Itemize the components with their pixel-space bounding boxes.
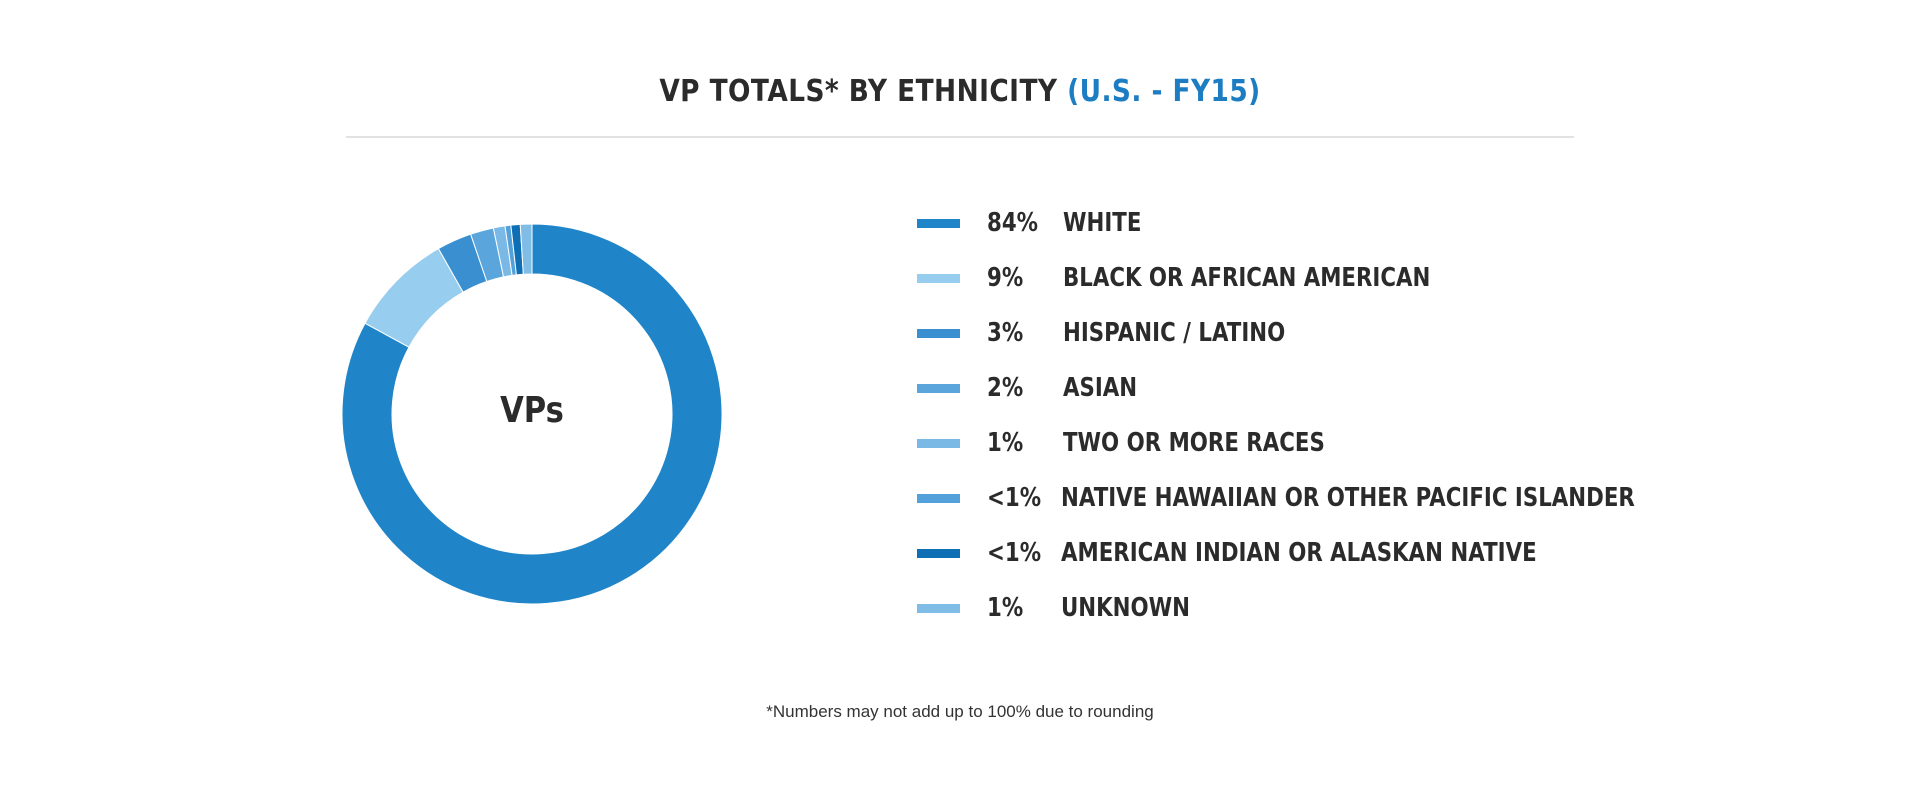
legend-item-hispanic-latino: 3% HISPANIC / LATINO: [917, 318, 1617, 348]
chart-title-accent: (U.S. - FY15): [1067, 74, 1261, 109]
chart-title: VP TOTALS* BY ETHNICITY (U.S. - FY15): [115, 74, 1805, 109]
donut-chart: [341, 223, 723, 605]
legend-item-native-hawaiian-or-other-pacific-islander: <1% NATIVE HAWAIIAN OR OTHER PACIFIC ISLA…: [917, 483, 1635, 513]
legend-label: TWO OR MORE RACES: [1063, 428, 1325, 458]
legend-swatch: [917, 604, 960, 613]
legend-percent: 3%: [987, 318, 1024, 348]
legend-label: UNKNOWN: [1061, 593, 1191, 623]
legend-item-white: 84% WHITE: [917, 208, 1617, 238]
legend-percent: 84%: [987, 208, 1039, 238]
legend-swatch: [917, 439, 960, 448]
legend-label: AMERICAN INDIAN OR ALASKAN NATIVE: [1061, 538, 1537, 568]
legend-item-two-or-more-races: 1% TWO OR MORE RACES: [917, 428, 1617, 458]
donut-center-label: VPs: [500, 390, 564, 431]
legend-percent: <1%: [987, 483, 1042, 513]
legend-label: WHITE: [1063, 208, 1142, 238]
legend-item-unknown: 1% UNKNOWN: [917, 593, 1617, 623]
legend-label: BLACK OR AFRICAN AMERICAN: [1063, 263, 1431, 293]
legend-label: ASIAN: [1063, 373, 1138, 403]
title-divider: [346, 136, 1574, 138]
legend-item-black-or-african-american: 9% BLACK OR AFRICAN AMERICAN: [917, 263, 1617, 293]
donut-slice-white: [341, 223, 723, 605]
legend-label: NATIVE HAWAIIAN OR OTHER PACIFIC ISLANDE…: [1061, 483, 1635, 513]
legend-swatch: [917, 494, 960, 503]
legend-swatch: [917, 549, 960, 558]
legend-percent: 1%: [987, 428, 1024, 458]
footnote: *Numbers may not add up to 100% due to r…: [766, 702, 1154, 721]
legend-percent: 2%: [987, 373, 1024, 403]
legend-item-asian: 2% ASIAN: [917, 373, 1617, 403]
legend-percent: 9%: [987, 263, 1024, 293]
legend-percent: <1%: [987, 538, 1042, 568]
legend-label: HISPANIC / LATINO: [1063, 318, 1286, 348]
legend-item-american-indian-or-alaskan-native: <1% AMERICAN INDIAN OR ALASKAN NATIVE: [917, 538, 1617, 568]
chart-title-main: VP TOTALS* BY ETHNICITY: [659, 74, 1058, 109]
legend-swatch: [917, 329, 960, 338]
legend-percent: 1%: [987, 593, 1024, 623]
legend-swatch: [917, 384, 960, 393]
donut-slice-unknown: [519, 223, 533, 275]
legend-swatch: [917, 219, 960, 228]
legend-swatch: [917, 274, 960, 283]
